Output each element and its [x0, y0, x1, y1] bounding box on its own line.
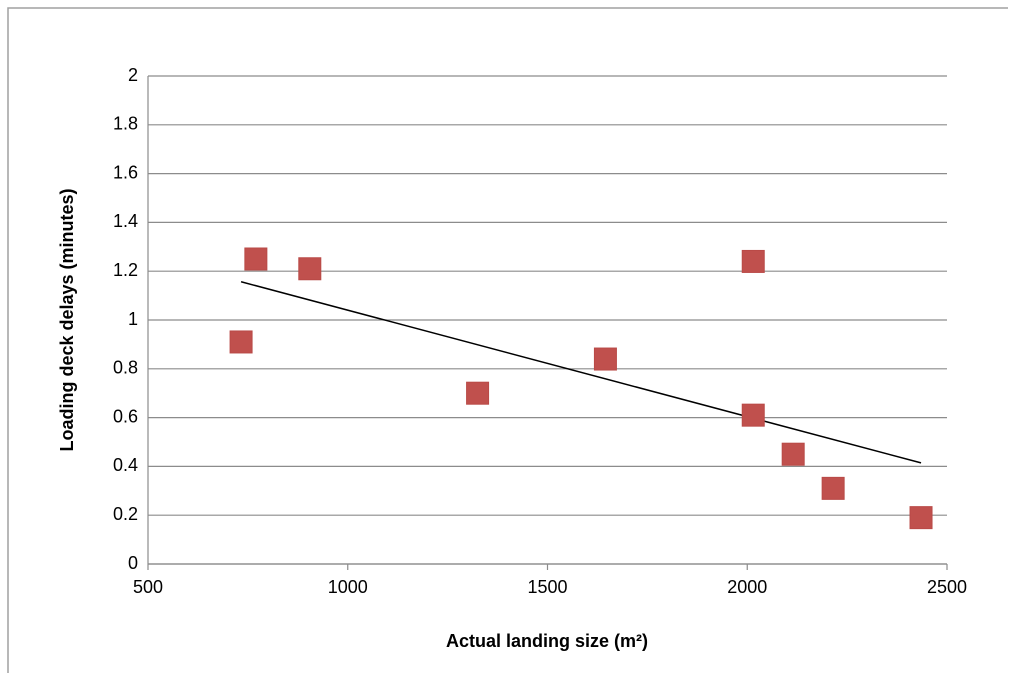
point	[741, 249, 765, 273]
x-tick-label: 1000	[328, 577, 368, 597]
point	[244, 247, 268, 271]
point	[741, 403, 765, 427]
y-tick-label: 1.2	[113, 260, 138, 280]
point	[298, 257, 322, 281]
y-tick-label: 0.2	[113, 504, 138, 524]
point	[909, 506, 933, 530]
chart-frame	[7, 7, 1008, 673]
x-tick-label: 1500	[527, 577, 567, 597]
trendline	[240, 281, 922, 464]
x-tick-label: 2000	[727, 577, 767, 597]
x-tick-label: 500	[133, 577, 163, 597]
y-tick-label: 0.4	[113, 455, 138, 475]
point	[781, 442, 805, 466]
x-tick-label: 2500	[927, 577, 967, 597]
point	[821, 476, 845, 500]
y-tick-label: 1.4	[113, 211, 138, 231]
x-axis-title: Actual landing size (m²)	[446, 631, 648, 651]
y-tick-label: 0	[128, 553, 138, 573]
y-tick-label: 1	[128, 309, 138, 329]
y-tick-label: 2	[128, 65, 138, 85]
y-axis-title: Loading deck delays (minutes)	[57, 188, 77, 451]
point	[229, 330, 253, 354]
y-tick-label: 1.8	[113, 114, 138, 134]
point	[466, 381, 490, 405]
y-tick-label: 0.6	[113, 406, 138, 426]
y-tick-label: 0.8	[113, 358, 138, 378]
point	[593, 347, 617, 371]
y-tick-label: 1.6	[113, 162, 138, 182]
